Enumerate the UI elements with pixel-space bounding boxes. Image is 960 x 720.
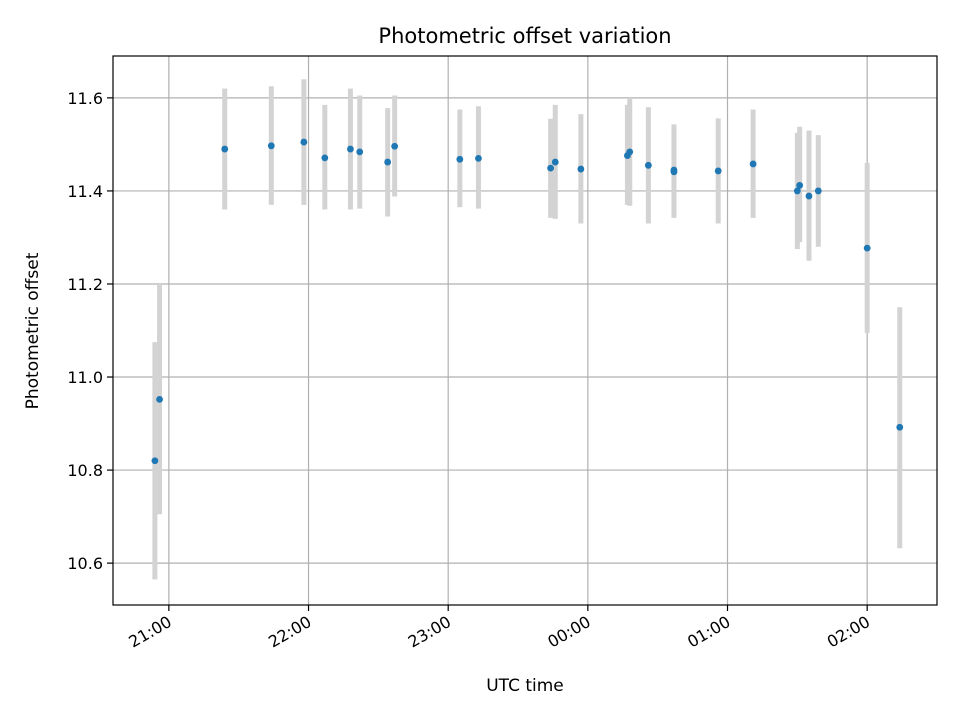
data-point — [714, 167, 722, 175]
data-point — [475, 154, 482, 162]
data-point — [863, 244, 871, 252]
chart-title: Photometric offset variation — [378, 24, 671, 48]
data-point — [321, 154, 329, 162]
data-point — [456, 155, 464, 163]
data-point — [384, 158, 392, 166]
data-point — [644, 161, 652, 169]
y-tick-label: 10.6 — [67, 554, 103, 573]
y-tick-label: 11.6 — [67, 89, 103, 108]
data-point — [300, 138, 308, 146]
data-point — [793, 187, 801, 195]
y-tick-label: 10.8 — [67, 461, 103, 480]
data-points — [151, 138, 904, 465]
data-point — [151, 457, 159, 465]
data-point — [347, 145, 354, 153]
x-axis-label: UTC time — [486, 676, 564, 696]
data-point — [805, 192, 813, 200]
data-point — [551, 158, 559, 166]
data-point — [221, 145, 229, 153]
y-axis-label: Photometric offset — [23, 252, 43, 409]
data-point — [626, 148, 634, 156]
data-point — [391, 142, 399, 150]
data-point — [814, 187, 822, 195]
data-point — [547, 164, 555, 172]
y-tick-label: 11.0 — [67, 368, 103, 387]
data-point — [896, 423, 904, 431]
data-point — [670, 166, 678, 174]
y-tick-label: 11.4 — [67, 182, 103, 201]
data-point — [796, 181, 804, 189]
y-axis-ticks: 10.6 10.8 11.0 11.2 11.4 11.6 — [67, 89, 113, 573]
plot-frame — [112, 55, 938, 606]
y-tick-label: 11.2 — [67, 275, 103, 294]
data-point — [267, 142, 275, 150]
data-point — [156, 395, 163, 403]
data-point — [356, 148, 364, 156]
data-point — [749, 160, 757, 168]
data-point — [577, 165, 585, 173]
